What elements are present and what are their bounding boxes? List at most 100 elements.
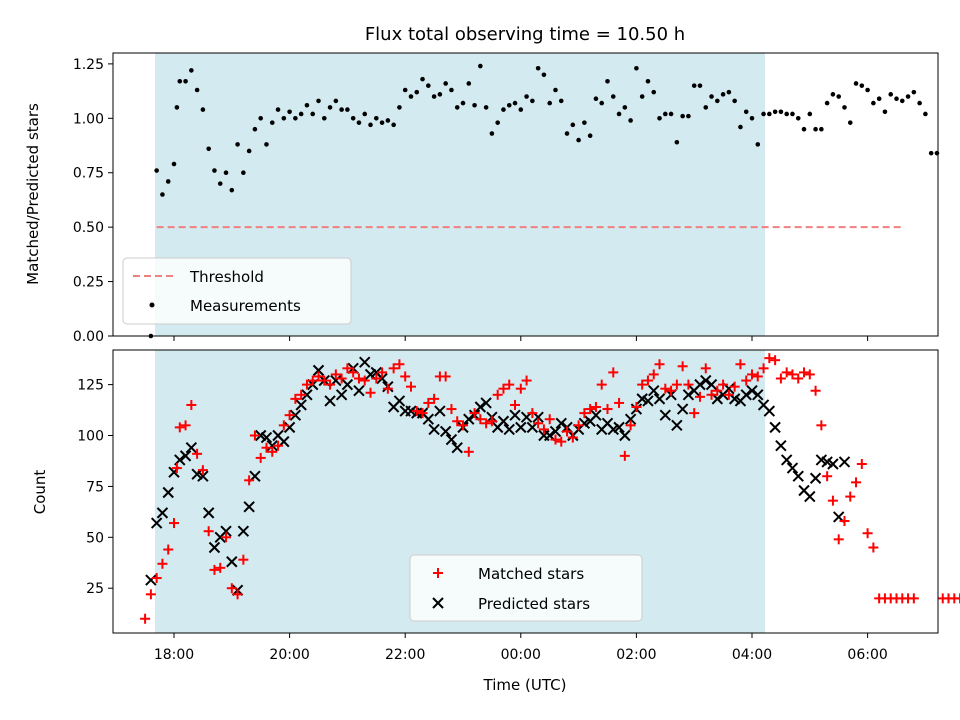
measurement-point xyxy=(229,187,235,193)
measurement-point xyxy=(431,94,437,99)
measurement-point xyxy=(489,131,495,136)
x-axis-label: Time (UTC) xyxy=(483,676,567,694)
matched-star-point xyxy=(388,363,399,374)
measurement-point xyxy=(414,89,420,95)
measurement-point xyxy=(246,148,252,154)
matched-star-point xyxy=(619,450,630,461)
matched-star-point xyxy=(232,589,243,600)
measurement-point xyxy=(160,192,165,197)
matched-star-point xyxy=(868,542,879,553)
measurement-point xyxy=(362,111,368,117)
matched-star-point xyxy=(533,418,544,429)
measurement-point xyxy=(524,94,529,99)
matched-star-point xyxy=(700,363,711,374)
matched-star-point xyxy=(377,367,388,378)
matched-star-point xyxy=(758,363,769,374)
matched-star-point xyxy=(648,369,659,380)
measurement-point xyxy=(610,94,616,99)
measurement-point xyxy=(686,113,691,119)
matched-star-point xyxy=(429,393,440,404)
measurement-point xyxy=(547,100,552,106)
measurement-point xyxy=(553,87,558,93)
measurement-point xyxy=(165,179,171,184)
measurement-point xyxy=(472,102,477,108)
predicted-star-point xyxy=(694,378,706,391)
measurement-point xyxy=(784,111,789,117)
measurement-point xyxy=(420,76,425,82)
top-y-tick-label: 0.25 xyxy=(73,275,104,291)
matched-star-point xyxy=(631,402,642,413)
matched-star-point xyxy=(319,375,330,386)
matched-star-point xyxy=(845,491,856,502)
matched-star-point xyxy=(475,414,486,425)
matched-star-point xyxy=(856,459,867,470)
predicted-star-point xyxy=(463,413,475,425)
measurement-point xyxy=(466,81,472,86)
bottom-legend: Matched stars Predicted stars xyxy=(409,554,643,622)
matched-star-point xyxy=(249,430,260,441)
matched-star-point xyxy=(567,432,578,443)
measurement-point xyxy=(275,107,281,112)
matched-star-point xyxy=(273,440,284,451)
matched-star-point xyxy=(446,404,457,415)
bottom-y-axis: 25 50 75 100 125 xyxy=(77,378,113,597)
bottom-axes-frame xyxy=(112,349,939,634)
matched-star-point xyxy=(527,408,538,419)
matched-star-point xyxy=(353,373,364,384)
measurement-point xyxy=(293,116,298,121)
bottom-y-tick-label: 100 xyxy=(77,429,104,445)
measurement-point xyxy=(616,111,622,117)
matched-star-point xyxy=(642,375,653,386)
predicted-star-point xyxy=(179,450,192,462)
matched-star-point xyxy=(833,534,844,545)
measurement-point xyxy=(634,65,639,71)
predicted-star-point xyxy=(515,421,527,434)
measurement-point xyxy=(668,111,674,117)
predicted-star-point xyxy=(451,442,463,454)
measurement-point xyxy=(449,87,454,93)
matched-star-point xyxy=(290,393,301,404)
predicted-star-point xyxy=(359,356,371,368)
measurement-point xyxy=(726,89,732,95)
measurement-point xyxy=(882,109,888,115)
measurement-point xyxy=(824,100,830,106)
chart-title: Flux total observing time = 10.50 h xyxy=(365,24,685,45)
bottom-x-tick-label: 18:00 xyxy=(154,647,194,663)
measurement-point xyxy=(651,89,657,95)
measurement-point xyxy=(599,100,605,106)
matched-star-point xyxy=(764,353,775,364)
matched-star-point xyxy=(550,434,561,445)
predicted-star-point xyxy=(202,507,215,519)
measurement-point xyxy=(894,96,899,102)
measurement-point xyxy=(720,92,726,97)
predicted-star-point xyxy=(624,413,637,425)
matched-star-point xyxy=(197,465,208,476)
predicted-star-point xyxy=(746,385,758,397)
measurement-point xyxy=(212,168,217,173)
matched-star-point xyxy=(469,408,480,419)
matched-star-point xyxy=(660,383,671,394)
matched-legend-swatch xyxy=(433,568,443,578)
measurement-point xyxy=(391,122,396,128)
predicted-star-point xyxy=(792,470,804,482)
matched-star-point xyxy=(590,402,601,413)
measurement-point xyxy=(437,92,443,97)
predicted-star-point xyxy=(827,458,839,470)
threshold-legend-label: Threshold xyxy=(189,268,264,286)
matched-star-point xyxy=(804,369,815,380)
matched-star-point xyxy=(278,420,289,431)
measurement-point xyxy=(217,181,223,186)
matched-star-point xyxy=(486,416,497,427)
matched-star-point xyxy=(504,379,515,390)
predicted-legend-label: Predicted stars xyxy=(478,595,590,613)
predicted-star-point xyxy=(208,541,221,554)
measurement-point xyxy=(454,105,460,110)
bottom-x-tick-label: 02:00 xyxy=(616,647,656,663)
matched-star-point xyxy=(608,367,619,378)
measurement-point xyxy=(732,98,737,104)
measurement-points xyxy=(148,63,940,339)
matched-star-point xyxy=(296,389,307,400)
matched-star-point xyxy=(405,381,416,392)
matched-star-point xyxy=(596,379,607,390)
matched-legend-label: Matched stars xyxy=(478,565,584,583)
